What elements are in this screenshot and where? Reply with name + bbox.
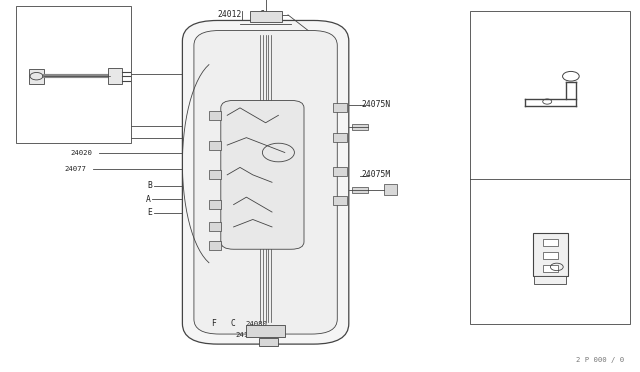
Text: 32009Z: 32009Z [476,184,505,193]
Text: 2 P 000 / 0: 2 P 000 / 0 [576,357,624,363]
Bar [384,184,397,195]
Bar [209,170,221,179]
Text: F: F [211,319,216,328]
Text: C: C [230,319,236,328]
Text: 24078P: 24078P [230,109,257,115]
Bar [333,196,347,205]
Bar [246,326,285,337]
Bar [534,276,566,284]
Bar [333,103,347,112]
Text: 305MM: 305MM [65,44,87,50]
Text: 24075N: 24075N [362,100,391,109]
Bar [209,241,221,250]
Bar [209,111,221,120]
Bar [209,141,221,150]
Text: 24110: 24110 [236,332,257,338]
Text: 24012: 24012 [218,10,242,19]
Bar [333,133,347,142]
Bar [259,338,278,346]
Text: 24077: 24077 [64,166,86,171]
FancyBboxPatch shape [221,100,304,249]
Bar [543,265,558,272]
Text: C: C [259,10,264,19]
Text: E: E [147,208,152,217]
Text: <BRKT-ENG CONT>: <BRKT-ENG CONT> [474,31,540,36]
Text: 24075M: 24075M [362,170,391,179]
Text: 24080: 24080 [245,321,267,327]
Bar [108,68,122,84]
Bar [333,167,347,176]
Text: D: D [125,70,130,79]
Text: 32009Y: 32009Y [476,19,505,28]
Text: 24018P: 24018P [70,135,97,141]
Bar [209,200,221,209]
Bar [209,222,221,231]
Bar [250,11,282,22]
Bar [543,239,558,246]
FancyBboxPatch shape [182,20,349,344]
Bar [352,187,368,193]
Text: 24018Q: 24018Q [24,15,53,24]
Text: A: A [146,195,151,203]
Text: B: B [147,182,152,190]
Text: 24075NA(CAL): 24075NA(CAL) [54,123,107,130]
Text: <BRKT-SW CONN>: <BRKT-SW CONN> [474,195,535,201]
Text: (BLOCK HEATER): (BLOCK HEATER) [21,26,83,32]
Bar [543,252,558,259]
Text: 24020: 24020 [70,150,92,155]
Bar [29,69,44,84]
Bar [352,124,368,130]
FancyBboxPatch shape [194,31,337,334]
Bar [470,11,630,324]
Bar [16,6,131,143]
Bar [532,234,568,276]
